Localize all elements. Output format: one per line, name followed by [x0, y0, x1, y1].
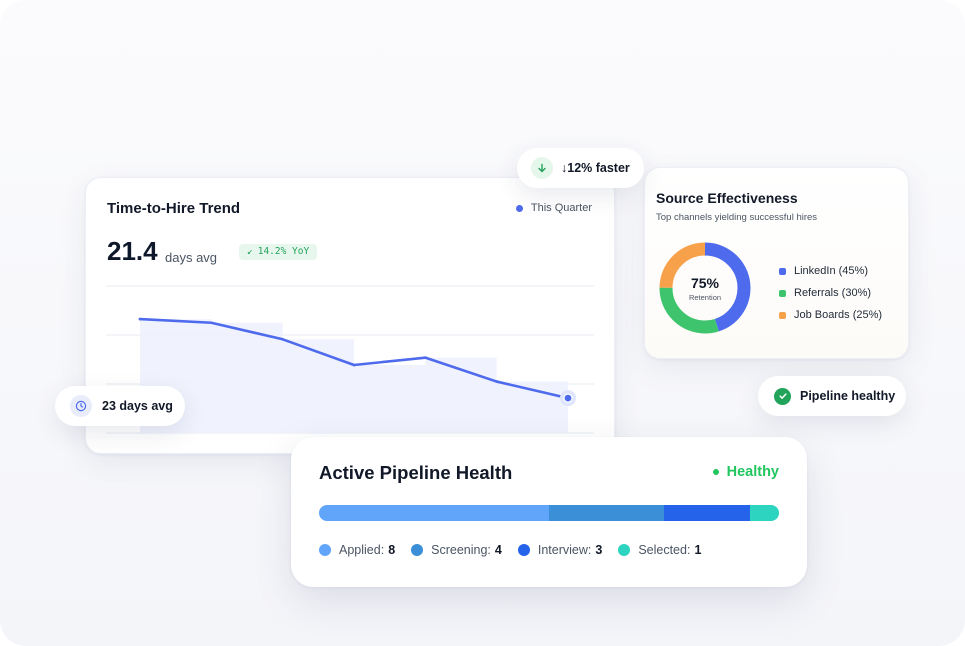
- retention-value: 75%: [690, 274, 720, 291]
- stage-interview: Interview: 3: [517, 543, 603, 557]
- donut-center: 75% Retention: [658, 241, 752, 335]
- faster-badge: ↓12% faster: [517, 148, 644, 188]
- pipeline-healthy-badge: Pipeline healthy: [758, 376, 906, 416]
- pipeline-title: Active Pipeline Health: [319, 462, 513, 483]
- pipeline-segment: [549, 505, 664, 521]
- trend-area: [140, 319, 568, 433]
- trend-line-segment: [210, 321, 284, 341]
- trend-line-segment: [424, 356, 498, 383]
- legend-text: Referrals (30%): [794, 287, 872, 299]
- stage-label: Selected:: [638, 543, 691, 557]
- stage-dot: [618, 544, 631, 556]
- legend-item-linkedin: LinkedIn (45%): [779, 260, 882, 282]
- days-avg-text: 23 days avg: [102, 399, 173, 413]
- arrow-down-icon: [531, 157, 553, 179]
- stage-count: 4: [494, 543, 502, 557]
- avg-value: 21.4: [107, 236, 158, 266]
- pipeline-legend: Applied: 8 Screening: 4 Interview: 3 Sel…: [319, 543, 701, 557]
- yoy-text: 14.2% YoY: [257, 246, 310, 257]
- pipeline-health-card: Active Pipeline Health Healthy Applied: …: [291, 437, 807, 587]
- avg-unit: days avg: [165, 250, 218, 265]
- trend-point: [210, 321, 213, 325]
- stage-dot: [319, 544, 331, 556]
- trend-point: [495, 380, 498, 383]
- trend-line-segment: [352, 356, 427, 367]
- legend-label: This Quarter: [530, 202, 592, 214]
- legend-swatch: [779, 311, 786, 319]
- pipeline-healthy-text: Pipeline healthy: [800, 389, 896, 403]
- stage-screening: Screening: 4: [411, 543, 502, 557]
- stage-label: Interview:: [537, 543, 592, 557]
- pipeline-stacked-bar: [319, 505, 779, 521]
- legend-this-quarter[interactable]: This Quarter: [515, 202, 592, 214]
- stage-dot: [517, 544, 530, 556]
- legend-item-job-boards: Job Boards (25%): [779, 304, 882, 326]
- legend-text: LinkedIn (45%): [794, 265, 868, 277]
- trend-title: Time-to-Hire Trend: [107, 200, 241, 217]
- trend-point: [424, 356, 427, 359]
- legend-item-referrals: Referrals (30%): [779, 282, 882, 304]
- days-avg-badge: 23 days avg: [55, 386, 185, 426]
- stage-selected: Selected: 1: [618, 543, 701, 557]
- trend-line-segment: [138, 317, 213, 325]
- stage-count: 1: [694, 543, 702, 557]
- stage-count: 8: [388, 543, 396, 557]
- legend-text: Job Boards (25%): [794, 309, 883, 321]
- donut-slice: [659, 242, 751, 334]
- stage-label: Screening:: [431, 543, 491, 557]
- legend-swatch: [779, 289, 786, 297]
- stage-label: Applied:: [339, 543, 385, 557]
- pipeline-segment: [664, 505, 751, 521]
- trend-point: [563, 393, 573, 403]
- donut-slice: [659, 242, 751, 334]
- trend-point: [138, 317, 142, 321]
- faster-text: ↓12% faster: [561, 161, 630, 175]
- source-donut-chart: [659, 242, 751, 334]
- source-subtitle: Top channels yielding successful hires: [656, 212, 818, 223]
- status-text: Healthy: [726, 464, 779, 480]
- stage-applied: Applied: 8: [319, 543, 395, 557]
- legend-dot: [515, 204, 523, 212]
- trend-point: [352, 363, 356, 367]
- status-dot: [712, 469, 719, 475]
- retention-label: Retention: [688, 292, 722, 302]
- pipeline-segment: [319, 505, 549, 521]
- source-title: Source Effectiveness: [656, 190, 798, 206]
- legend-swatch: [779, 267, 786, 275]
- pipeline-status: Healthy: [712, 464, 779, 480]
- check-circle-icon: [774, 387, 791, 405]
- source-legend: LinkedIn (45%) Referrals (30%) Job Board…: [779, 260, 882, 326]
- trend-line-segment: [281, 337, 356, 367]
- trend-point: [281, 337, 284, 341]
- trend-chart: [106, 285, 594, 434]
- clock-icon: [70, 395, 92, 417]
- stage-count: 3: [595, 543, 603, 557]
- pipeline-segment: [750, 505, 779, 521]
- source-effectiveness-card: Source Effectiveness Top channels yieldi…: [644, 167, 909, 359]
- yoy-badge: ↙ 14.2% YoY: [239, 244, 318, 260]
- stage-dot: [411, 544, 424, 556]
- arrow-down-left-icon: ↙: [247, 246, 253, 257]
- trend-line-segment: [495, 380, 570, 400]
